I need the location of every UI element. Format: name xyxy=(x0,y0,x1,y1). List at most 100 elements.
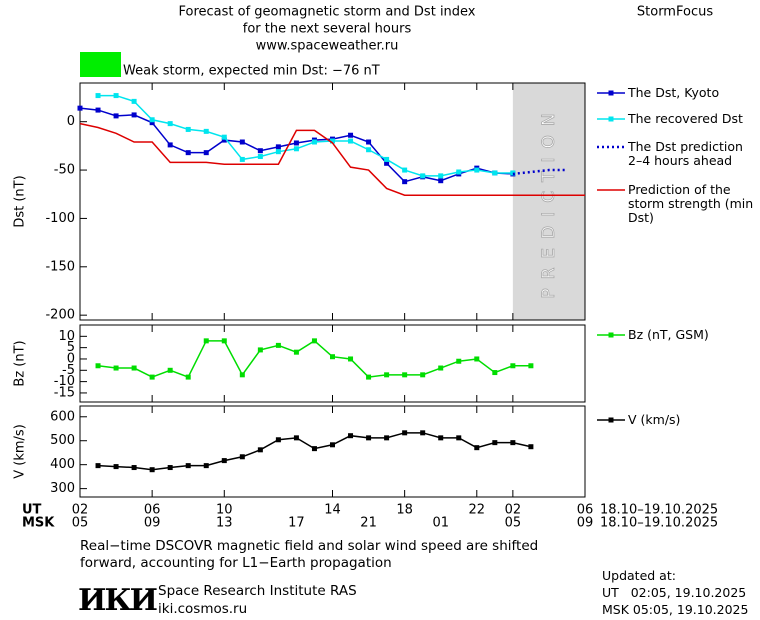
updated-msk: MSK 05:05, 19.10.2025 xyxy=(602,602,749,617)
marker xyxy=(348,132,354,138)
marker xyxy=(257,347,263,353)
plot-frame xyxy=(79,324,586,403)
marker xyxy=(402,167,408,173)
marker xyxy=(149,117,155,123)
marker xyxy=(474,356,480,362)
marker xyxy=(203,128,209,134)
marker xyxy=(348,356,354,362)
institute: Space Research Institute RAS xyxy=(158,583,357,599)
marker xyxy=(95,363,101,369)
marker xyxy=(167,121,173,127)
legend-label: V (km/s) xyxy=(628,412,681,427)
marker xyxy=(311,446,317,452)
marker xyxy=(221,137,227,143)
legend-marker xyxy=(608,417,614,423)
x-tick-label: 14 xyxy=(324,503,341,518)
marker xyxy=(366,435,372,441)
prediction-label: PREDICTION xyxy=(539,104,559,298)
marker xyxy=(275,437,281,443)
chart-subtitle: for the next several hours xyxy=(243,22,412,37)
storm-indicator xyxy=(80,52,121,77)
marker xyxy=(402,372,408,378)
marker xyxy=(366,147,372,153)
x-tick-label: 22 xyxy=(469,503,486,518)
marker xyxy=(384,156,390,162)
marker xyxy=(330,442,335,448)
marker xyxy=(474,445,480,451)
y-tick-label: 10 xyxy=(58,329,75,344)
legend-label: Bz (nT, GSM) xyxy=(628,327,709,342)
marker xyxy=(95,107,101,113)
marker xyxy=(221,134,227,140)
marker xyxy=(528,363,534,369)
y-tick-label: 400 xyxy=(50,457,75,472)
marker xyxy=(257,154,263,160)
marker xyxy=(402,430,408,436)
marker xyxy=(95,463,101,469)
marker xyxy=(239,139,245,145)
footnote: Real−time DSCOVR magnetic field and sola… xyxy=(80,538,539,571)
marker xyxy=(492,170,498,176)
plot-frame xyxy=(79,405,586,498)
logo: ИКИ xyxy=(78,583,158,618)
y-tick-label: -100 xyxy=(45,211,75,226)
marker xyxy=(311,139,317,145)
marker xyxy=(221,338,227,344)
y-tick-label: -200 xyxy=(45,308,75,323)
marker xyxy=(438,365,444,371)
series-line xyxy=(97,339,531,379)
storm-annotation: Weak storm, expected min Dst: −76 nT xyxy=(123,64,380,79)
marker xyxy=(149,120,155,126)
plot-frame xyxy=(79,82,586,321)
marker xyxy=(510,440,516,446)
legend-label: The recovered Dst xyxy=(628,111,743,126)
y-tick-label: -150 xyxy=(45,259,75,274)
legend-label: The Dst, Kyoto xyxy=(628,85,720,100)
y-tick-label: 5 xyxy=(67,340,75,355)
marker xyxy=(203,150,209,156)
marker xyxy=(131,365,137,371)
site: iki.cosmos.ru xyxy=(158,601,248,617)
marker xyxy=(456,169,462,175)
brand: StormFocus xyxy=(637,5,713,20)
marker xyxy=(149,374,155,380)
legend-label: The Dst prediction 2–4 hours ahead xyxy=(628,139,743,168)
marker xyxy=(438,173,444,179)
marker xyxy=(293,435,299,441)
marker xyxy=(438,435,444,441)
marker xyxy=(113,365,119,371)
date-range: 18.10–19.10.2025 xyxy=(600,503,718,518)
marker xyxy=(131,98,137,104)
x2-tick-label: 21 xyxy=(360,516,377,531)
legend-marker xyxy=(608,90,614,96)
marker xyxy=(95,93,101,99)
x-axis-label: UT xyxy=(22,503,42,518)
marker xyxy=(330,138,335,144)
marker xyxy=(185,150,191,156)
legend-marker xyxy=(608,116,614,122)
marker xyxy=(348,433,354,439)
marker xyxy=(492,440,498,446)
marker xyxy=(239,454,245,460)
series-line xyxy=(79,122,585,196)
y-tick-label: -5 xyxy=(62,363,75,378)
series-line xyxy=(512,168,567,176)
series-line xyxy=(97,432,532,471)
marker xyxy=(438,178,444,184)
marker xyxy=(420,430,426,436)
y-tick-label: -50 xyxy=(54,163,75,178)
marker xyxy=(77,105,83,111)
marker xyxy=(275,342,281,348)
y-tick-label: 500 xyxy=(50,433,75,448)
marker xyxy=(257,148,263,154)
marker xyxy=(131,112,137,118)
chart-title: Forecast of geomagnetic storm and Dst in… xyxy=(178,5,475,20)
y-tick-label: 0 xyxy=(67,114,75,129)
marker xyxy=(185,374,191,380)
marker xyxy=(239,156,245,162)
marker xyxy=(528,444,534,450)
y-axis-label: Bz (nT) xyxy=(13,340,28,386)
x2-axis-label: MSK xyxy=(22,516,55,531)
y-tick-label: -15 xyxy=(54,385,75,400)
